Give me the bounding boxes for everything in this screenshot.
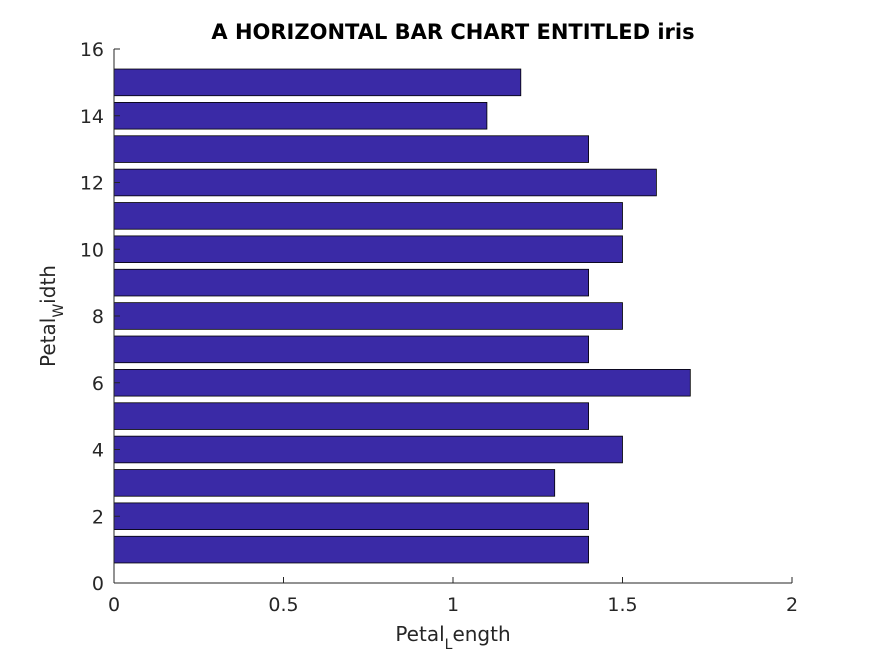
bar-9 — [113, 268, 590, 297]
bar-11 — [113, 202, 623, 230]
bar-1 — [113, 535, 590, 564]
bar-3 — [113, 469, 556, 497]
y-tick-label: 6 — [92, 373, 104, 395]
bar-8 — [113, 302, 623, 330]
y-tick-label: 10 — [80, 239, 104, 261]
bar-15 — [113, 68, 522, 97]
y-tick-label: 12 — [80, 173, 104, 195]
bars-group — [113, 68, 691, 564]
y-tick-label: 14 — [80, 106, 104, 128]
x-tick-label: 1 — [447, 594, 459, 616]
y-axis-label-main: Petal — [36, 318, 60, 367]
bar-12 — [113, 168, 657, 197]
x-tick-label: 1.5 — [607, 594, 637, 616]
bar-7 — [113, 335, 590, 364]
x-axis-label-sub: L — [445, 637, 453, 653]
x-axis-label: PetalLength — [395, 622, 510, 653]
chart-title: A HORIZONTAL BAR CHART ENTITLED iris — [211, 20, 694, 44]
bar-2 — [113, 502, 590, 530]
bar-4 — [113, 435, 623, 464]
y-tick-label: 0 — [92, 573, 104, 595]
x-axis-label-main: Petal — [395, 622, 444, 646]
y-tick-label: 8 — [92, 306, 104, 328]
y-axis-label-sub: W — [51, 304, 67, 318]
y-tick-label: 16 — [80, 39, 104, 61]
bar-13 — [113, 135, 590, 163]
x-tick-label: 0.5 — [268, 594, 298, 616]
y-ticks-group: 0 2 4 6 8 10 12 14 16 — [80, 39, 120, 595]
y-tick-label: 2 — [92, 506, 104, 528]
y-axis-label-rest: idth — [36, 265, 60, 304]
bar-5 — [113, 402, 590, 430]
bar-10 — [113, 235, 623, 263]
bar-6 — [113, 368, 691, 397]
bar-14 — [113, 102, 488, 130]
x-tick-label: 0 — [108, 594, 120, 616]
y-axis-label: PetalWidth — [36, 265, 67, 367]
x-ticks-group: 0 0.5 1 1.5 2 — [108, 577, 798, 616]
x-tick-label: 2 — [786, 594, 798, 616]
x-axis-label-rest: ength — [452, 622, 510, 646]
y-tick-label: 4 — [92, 440, 104, 462]
